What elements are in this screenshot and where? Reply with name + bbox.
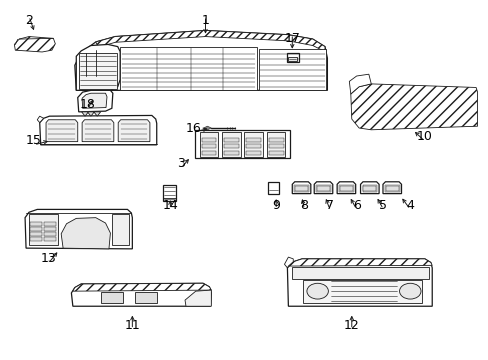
Text: 3: 3 [177, 157, 184, 170]
Bar [30, 222, 42, 226]
Bar [303, 280, 422, 303]
Bar [201, 150, 216, 155]
Bar [339, 186, 352, 191]
Polygon shape [82, 120, 114, 141]
Text: 17: 17 [284, 32, 300, 45]
Polygon shape [78, 90, 113, 112]
Text: 10: 10 [416, 130, 432, 144]
Bar [267, 182, 278, 194]
Bar [268, 138, 283, 142]
Polygon shape [61, 218, 110, 249]
Bar [30, 232, 42, 235]
Bar [199, 132, 218, 157]
Polygon shape [75, 31, 327, 90]
Polygon shape [96, 31, 325, 51]
Bar [363, 186, 375, 191]
Polygon shape [284, 257, 293, 268]
Bar [163, 185, 175, 201]
Polygon shape [73, 283, 211, 291]
Polygon shape [14, 37, 55, 52]
Polygon shape [40, 116, 157, 145]
Bar [224, 138, 238, 142]
Text: 12: 12 [343, 319, 359, 332]
Bar [112, 214, 129, 245]
Bar [316, 185, 330, 192]
Polygon shape [94, 112, 101, 116]
Bar [362, 185, 376, 192]
Circle shape [306, 283, 328, 299]
Polygon shape [348, 74, 370, 94]
Bar [268, 144, 283, 148]
Bar [268, 150, 283, 155]
Polygon shape [314, 182, 332, 194]
Bar [201, 138, 216, 142]
Text: 5: 5 [379, 199, 386, 212]
Bar [338, 185, 353, 192]
Text: 1: 1 [201, 14, 209, 27]
Polygon shape [287, 259, 431, 306]
Bar [135, 292, 157, 303]
Polygon shape [118, 120, 150, 141]
Polygon shape [46, 120, 78, 141]
Polygon shape [82, 93, 107, 108]
Bar [120, 47, 256, 90]
Text: 6: 6 [352, 199, 360, 212]
Bar [30, 237, 42, 241]
Bar [288, 57, 297, 61]
Text: 2: 2 [25, 14, 33, 27]
Polygon shape [81, 112, 88, 116]
Bar [317, 186, 329, 191]
Bar [79, 53, 117, 89]
Bar [244, 132, 263, 157]
Polygon shape [292, 267, 428, 279]
Polygon shape [37, 116, 43, 123]
Bar [29, 214, 58, 245]
Bar [266, 132, 285, 157]
Bar [201, 144, 216, 148]
Text: 7: 7 [325, 199, 333, 212]
Text: 4: 4 [406, 199, 413, 212]
Bar [295, 186, 307, 191]
Bar [246, 144, 261, 148]
Polygon shape [71, 283, 211, 306]
Polygon shape [288, 259, 431, 266]
Bar [194, 130, 289, 158]
Polygon shape [336, 182, 355, 194]
Text: 8: 8 [300, 199, 308, 212]
Bar [43, 222, 56, 226]
Bar [224, 150, 238, 155]
Bar [101, 292, 122, 303]
Polygon shape [350, 84, 477, 130]
Circle shape [399, 283, 420, 299]
Polygon shape [360, 182, 378, 194]
Bar [286, 53, 298, 62]
Text: 11: 11 [124, 319, 140, 332]
Bar [43, 227, 56, 231]
Bar [222, 132, 240, 157]
Text: 14: 14 [162, 199, 178, 212]
Polygon shape [184, 290, 211, 306]
Polygon shape [203, 126, 211, 130]
Text: 18: 18 [80, 98, 95, 111]
Bar [246, 138, 261, 142]
Bar [224, 144, 238, 148]
Text: 9: 9 [272, 199, 280, 212]
Text: 15: 15 [26, 134, 41, 147]
Bar [385, 186, 398, 191]
Polygon shape [292, 182, 310, 194]
Bar [246, 150, 261, 155]
Bar [43, 237, 56, 241]
Polygon shape [76, 44, 120, 90]
Polygon shape [87, 112, 94, 116]
Text: 16: 16 [185, 122, 201, 135]
Text: 13: 13 [41, 252, 56, 265]
Polygon shape [382, 182, 401, 194]
Bar [30, 227, 42, 231]
Polygon shape [25, 210, 132, 249]
Bar [294, 185, 308, 192]
Bar [43, 232, 56, 235]
Bar [259, 49, 326, 90]
Bar [384, 185, 399, 192]
